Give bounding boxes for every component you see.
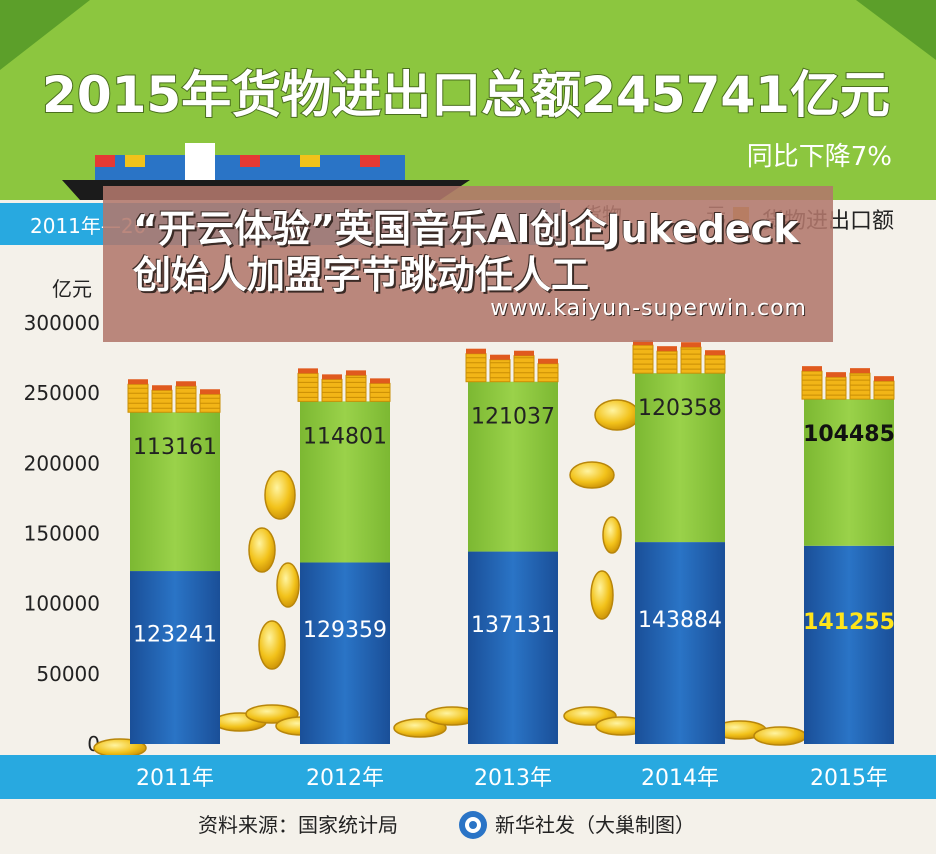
- coin-stack-top: [176, 381, 196, 387]
- coin-stack-top: [657, 346, 677, 352]
- overlay-url[interactable]: www.kaiyun-superwin.com: [490, 296, 807, 321]
- bar-import-1: [130, 412, 220, 572]
- x-tick-label: 2015年: [810, 766, 888, 791]
- xinhua-logo-icon: [459, 811, 487, 839]
- y-tick-label: 300000: [24, 311, 100, 335]
- data-label-export: 143884: [638, 608, 722, 633]
- page-subtitle: 同比下降7%: [747, 142, 892, 172]
- data-label-export: 129359: [303, 618, 387, 643]
- bar-import-4: [635, 373, 725, 543]
- coin-icon: [248, 527, 276, 573]
- data-label-export: 141255: [803, 610, 895, 635]
- bar-export-5: [804, 545, 894, 744]
- bar-import-5: [804, 399, 894, 546]
- x-tick-label: 2012年: [306, 766, 384, 791]
- bar-export-1: [130, 571, 220, 744]
- y-axis-unit: 亿元: [52, 277, 92, 301]
- data-label-import: 114801: [303, 424, 387, 449]
- x-tick-label: 2014年: [641, 766, 719, 791]
- data-label-import: 121037: [471, 405, 555, 430]
- agency-text: 新华社发（大巢制图）: [495, 813, 695, 837]
- data-label-export: 137131: [471, 613, 555, 638]
- coin-stack-top: [514, 350, 534, 356]
- coin-stack-top: [298, 368, 318, 374]
- bar-import-3: [468, 381, 558, 552]
- bar-import-2: [300, 401, 390, 563]
- coin-stack-top: [705, 350, 725, 356]
- coin-pile-icon: [393, 718, 447, 738]
- coin-icon: [602, 516, 622, 554]
- coin-icon: [594, 399, 640, 431]
- y-tick-label: 150000: [24, 522, 100, 546]
- coin-icon: [276, 562, 300, 608]
- coin-icon: [258, 620, 286, 670]
- coin-icon: [569, 461, 615, 489]
- coin-icon: [264, 470, 296, 520]
- coin-stack-top: [322, 374, 342, 380]
- x-axis-band: [0, 755, 936, 799]
- data-label-import: 120358: [638, 396, 722, 421]
- bar-export-4: [635, 542, 725, 744]
- x-tick-label: 2011年: [136, 766, 214, 791]
- header-corner-right: [856, 0, 936, 60]
- header-corner-left: [0, 0, 90, 70]
- data-label-export: 123241: [133, 623, 217, 648]
- y-tick-label: 200000: [24, 451, 100, 475]
- overlay-headline: “开云体验”英国音乐AI创企Jukedeck创始人加盟字节跳动任人工: [133, 207, 799, 297]
- page-title: 2015年货物进出口总额245741亿元: [42, 66, 890, 124]
- coin-stack-top: [826, 372, 846, 378]
- y-tick-label: 50000: [36, 662, 100, 686]
- bar-export-2: [300, 562, 390, 744]
- coin-stack-top: [490, 354, 510, 360]
- coin-stack-top: [538, 358, 558, 364]
- coin-stack-top: [633, 340, 653, 346]
- data-label-import: 104485: [803, 422, 895, 447]
- coin-stack-top: [466, 348, 486, 354]
- watermark-overlay: “开云体验”英国音乐AI创企Jukedeck创始人加盟字节跳动任人工 www.k…: [103, 186, 833, 342]
- source-text: 资料来源：国家统计局: [198, 813, 398, 837]
- coin-stack-top: [200, 389, 220, 395]
- coin-stack-top: [874, 376, 894, 382]
- coin-stack-top: [346, 370, 366, 376]
- x-tick-label: 2013年: [474, 766, 552, 791]
- coin-stack-top: [152, 385, 172, 391]
- coin-stack-top: [681, 342, 701, 348]
- y-tick-label: 100000: [24, 592, 100, 616]
- bar-export-3: [468, 551, 558, 744]
- data-label-import: 113161: [133, 435, 217, 460]
- coin-stack-top: [370, 378, 390, 384]
- coin-stack-top: [850, 368, 870, 374]
- coin-icon: [590, 570, 614, 620]
- y-tick-label: 250000: [24, 381, 100, 405]
- coin-stack-top: [802, 366, 822, 372]
- coin-stack-top: [128, 379, 148, 385]
- coin-pile-icon: [753, 726, 807, 746]
